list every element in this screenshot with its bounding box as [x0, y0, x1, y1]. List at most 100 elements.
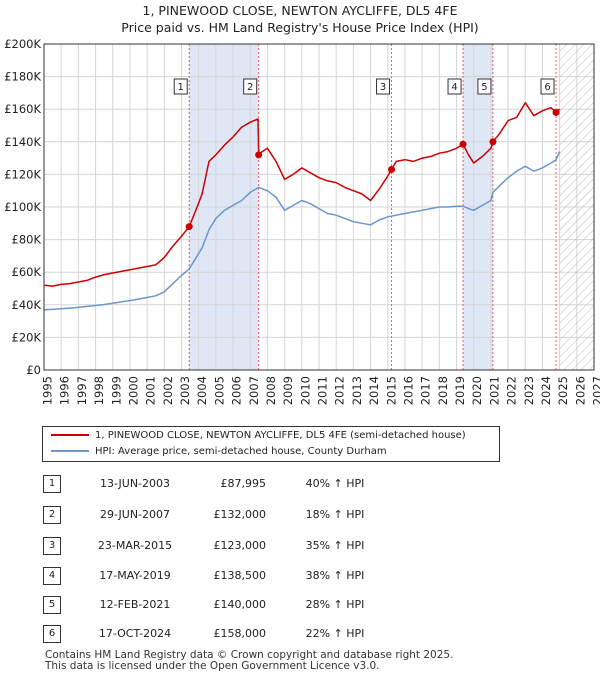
x-tick-label: 2009 [281, 376, 295, 405]
footer-copyright: Contains HM Land Registry data © Crown c… [45, 649, 454, 661]
table-row: 1 13-JUN-2003 £87,995 40% ↑ HPI [0, 474, 600, 494]
x-tick-label: 2012 [333, 376, 347, 405]
sale-label-box [477, 78, 492, 95]
x-tick-label: 2002 [161, 376, 175, 405]
sale-label-number: 2 [247, 82, 253, 93]
x-tick-label: 2020 [470, 376, 484, 405]
x-tick-label: 2024 [539, 376, 553, 405]
y-tick-label: £140K [4, 135, 41, 149]
property-price-line [44, 101, 561, 287]
y-tick-label: £180K [4, 70, 41, 84]
legend-label-property: 1, PINEWOOD CLOSE, NEWTON AYCLIFFE, DL5 … [95, 430, 466, 441]
x-tick-label: 2015 [384, 376, 398, 405]
sale-label-box [447, 78, 462, 95]
sale-date: 13-JUN-2003 [99, 477, 171, 490]
sale-date: 23-MAR-2015 [97, 539, 173, 552]
sale-number-badge: 4 [43, 567, 61, 585]
sale-number-badge: 5 [43, 596, 61, 614]
x-tick-label: 2011 [316, 376, 330, 405]
x-tick-label: 2023 [522, 376, 536, 405]
x-tick-label: 2000 [126, 376, 140, 405]
sale-price: £87,995 [220, 477, 267, 490]
legend-item-hpi: HPI: Average price, semi-detached house,… [51, 444, 387, 460]
y-tick-label: £40K [12, 298, 42, 312]
sale-date: 17-OCT-2024 [98, 627, 172, 640]
sale-number-badge: 6 [43, 625, 61, 643]
x-tick-label: 2014 [367, 376, 381, 405]
x-tick-label: 2026 [573, 376, 587, 405]
x-tick-label: 1995 [41, 376, 55, 405]
sale-price: £138,500 [213, 569, 267, 582]
sale-hpi-change: 22% ↑ HPI [305, 627, 365, 640]
y-tick-label: £20K [12, 330, 42, 344]
table-row: 3 23-MAR-2015 £123,000 35% ↑ HPI [0, 536, 600, 556]
x-tick-label: 2021 [487, 376, 501, 405]
table-row: 2 29-JUN-2007 £132,000 18% ↑ HPI [0, 505, 600, 525]
sale-hpi-change: 28% ↑ HPI [305, 598, 365, 611]
sale-number-badge: 1 [43, 475, 61, 493]
chart-title: 1, PINEWOOD CLOSE, NEWTON AYCLIFFE, DL5 … [0, 2, 600, 36]
x-tick-label: 1997 [75, 376, 89, 405]
y-tick-label: £60K [12, 265, 42, 279]
sale-label-number: 4 [451, 82, 457, 93]
sale-point [185, 223, 193, 231]
title-line-2: Price paid vs. HM Land Registry's House … [121, 20, 479, 35]
x-tick-label: 2004 [195, 376, 209, 405]
plot-frame [43, 43, 595, 371]
sale-label-number: 1 [178, 82, 184, 93]
y-tick-label: £0 [26, 363, 41, 377]
sale-point [255, 151, 263, 159]
x-tick-label: 2018 [436, 376, 450, 405]
y-tick-label: £80K [12, 233, 42, 247]
x-tick-label: 2022 [505, 376, 519, 405]
y-tick-label: £120K [4, 167, 41, 181]
footer-licence: This data is licensed under the Open Gov… [45, 660, 380, 672]
x-tick-label: 2027 [591, 376, 600, 405]
x-tick-label: 2016 [401, 376, 415, 405]
x-tick-label: 2007 [247, 376, 261, 405]
x-tick-label: 2006 [230, 376, 244, 405]
sale-date: 29-JUN-2007 [99, 508, 171, 521]
table-row: 4 17-MAY-2019 £138,500 38% ↑ HPI [0, 566, 600, 586]
x-tick-label: 2008 [264, 376, 278, 405]
sale-date: 17-MAY-2019 [99, 569, 171, 582]
table-row: 6 17-OCT-2024 £158,000 22% ↑ HPI [0, 624, 600, 644]
sale-label-number: 5 [481, 82, 487, 93]
sale-point [552, 108, 560, 116]
sale-label-box [173, 78, 188, 95]
sale-number-badge: 3 [43, 537, 61, 555]
forecast-hatch [559, 44, 594, 370]
sale-price: £132,000 [213, 508, 267, 521]
legend-swatch-property [51, 434, 89, 436]
sale-label-box [540, 78, 555, 95]
x-tick-label: 2019 [453, 376, 467, 405]
sale-point [489, 138, 497, 146]
hpi-line [44, 151, 561, 311]
sale-price: £123,000 [213, 539, 267, 552]
x-tick-label: 2001 [144, 376, 158, 405]
sale-label-number: 6 [544, 82, 550, 93]
x-tick-label: 2003 [178, 376, 192, 405]
x-tick-label: 1999 [109, 376, 123, 405]
x-tick-label: 2005 [212, 376, 226, 405]
legend-item-property: 1, PINEWOOD CLOSE, NEWTON AYCLIFFE, DL5 … [51, 428, 466, 444]
y-tick-label: £160K [4, 102, 41, 116]
sale-label-box [243, 78, 258, 95]
x-tick-label: 2013 [350, 376, 364, 405]
sale-hpi-change: 35% ↑ HPI [305, 539, 365, 552]
x-tick-label: 2017 [419, 376, 433, 405]
x-tick-label: 1996 [58, 376, 72, 405]
sale-hpi-change: 38% ↑ HPI [305, 569, 365, 582]
y-tick-label: £100K [4, 200, 41, 214]
x-tick-label: 2010 [298, 376, 312, 405]
table-row: 5 12-FEB-2021 £140,000 28% ↑ HPI [0, 595, 600, 615]
sale-number-badge: 2 [43, 506, 61, 524]
y-tick-label: £200K [4, 37, 41, 51]
sale-price: £140,000 [213, 598, 267, 611]
x-tick-label: 1998 [92, 376, 106, 405]
sale-hpi-change: 18% ↑ HPI [305, 508, 365, 521]
legend-label-hpi: HPI: Average price, semi-detached house,… [95, 446, 387, 457]
legend: 1, PINEWOOD CLOSE, NEWTON AYCLIFFE, DL5 … [42, 426, 500, 462]
sale-date: 12-FEB-2021 [99, 598, 171, 611]
